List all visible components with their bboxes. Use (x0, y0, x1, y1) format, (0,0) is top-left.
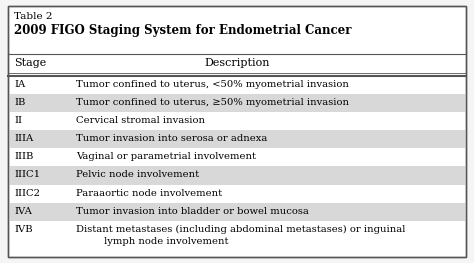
Bar (8, 130, 466, 148)
Text: Table 2: Table 2 (14, 12, 53, 21)
Bar (8, 94, 466, 112)
Text: IVA: IVA (14, 207, 32, 216)
Text: IIIC1: IIIC1 (14, 170, 40, 180)
Text: Stage: Stage (14, 58, 46, 68)
Text: IIIB: IIIB (14, 152, 33, 161)
Text: 2009 FIGO Staging System for Endometrial Cancer: 2009 FIGO Staging System for Endometrial… (14, 24, 352, 37)
Text: IA: IA (14, 80, 25, 89)
Text: Tumor confined to uterus, <50% myometrial invasion: Tumor confined to uterus, <50% myometria… (76, 80, 349, 89)
Text: Cervical stromal invasion: Cervical stromal invasion (76, 116, 205, 125)
Text: IVB: IVB (14, 225, 33, 234)
Text: Pelvic node involvement: Pelvic node involvement (76, 170, 199, 180)
Text: Paraaortic node involvement: Paraaortic node involvement (76, 189, 222, 198)
Text: Tumor invasion into serosa or adnexa: Tumor invasion into serosa or adnexa (76, 134, 267, 143)
Text: Distant metastases (including abdominal metastases) or inguinal
         lymph n: Distant metastases (including abdominal … (76, 225, 405, 246)
Text: Tumor confined to uterus, ≥50% myometrial invasion: Tumor confined to uterus, ≥50% myometria… (76, 98, 349, 107)
Text: Tumor invasion into bladder or bowel mucosa: Tumor invasion into bladder or bowel muc… (76, 207, 309, 216)
Text: Description: Description (204, 58, 270, 68)
Text: IIIC2: IIIC2 (14, 189, 40, 198)
Text: IB: IB (14, 98, 26, 107)
Text: Vaginal or parametrial involvement: Vaginal or parametrial involvement (76, 152, 256, 161)
Text: II: II (14, 116, 22, 125)
Bar (8, 203, 466, 221)
Bar (8, 166, 466, 185)
Text: IIIA: IIIA (14, 134, 33, 143)
